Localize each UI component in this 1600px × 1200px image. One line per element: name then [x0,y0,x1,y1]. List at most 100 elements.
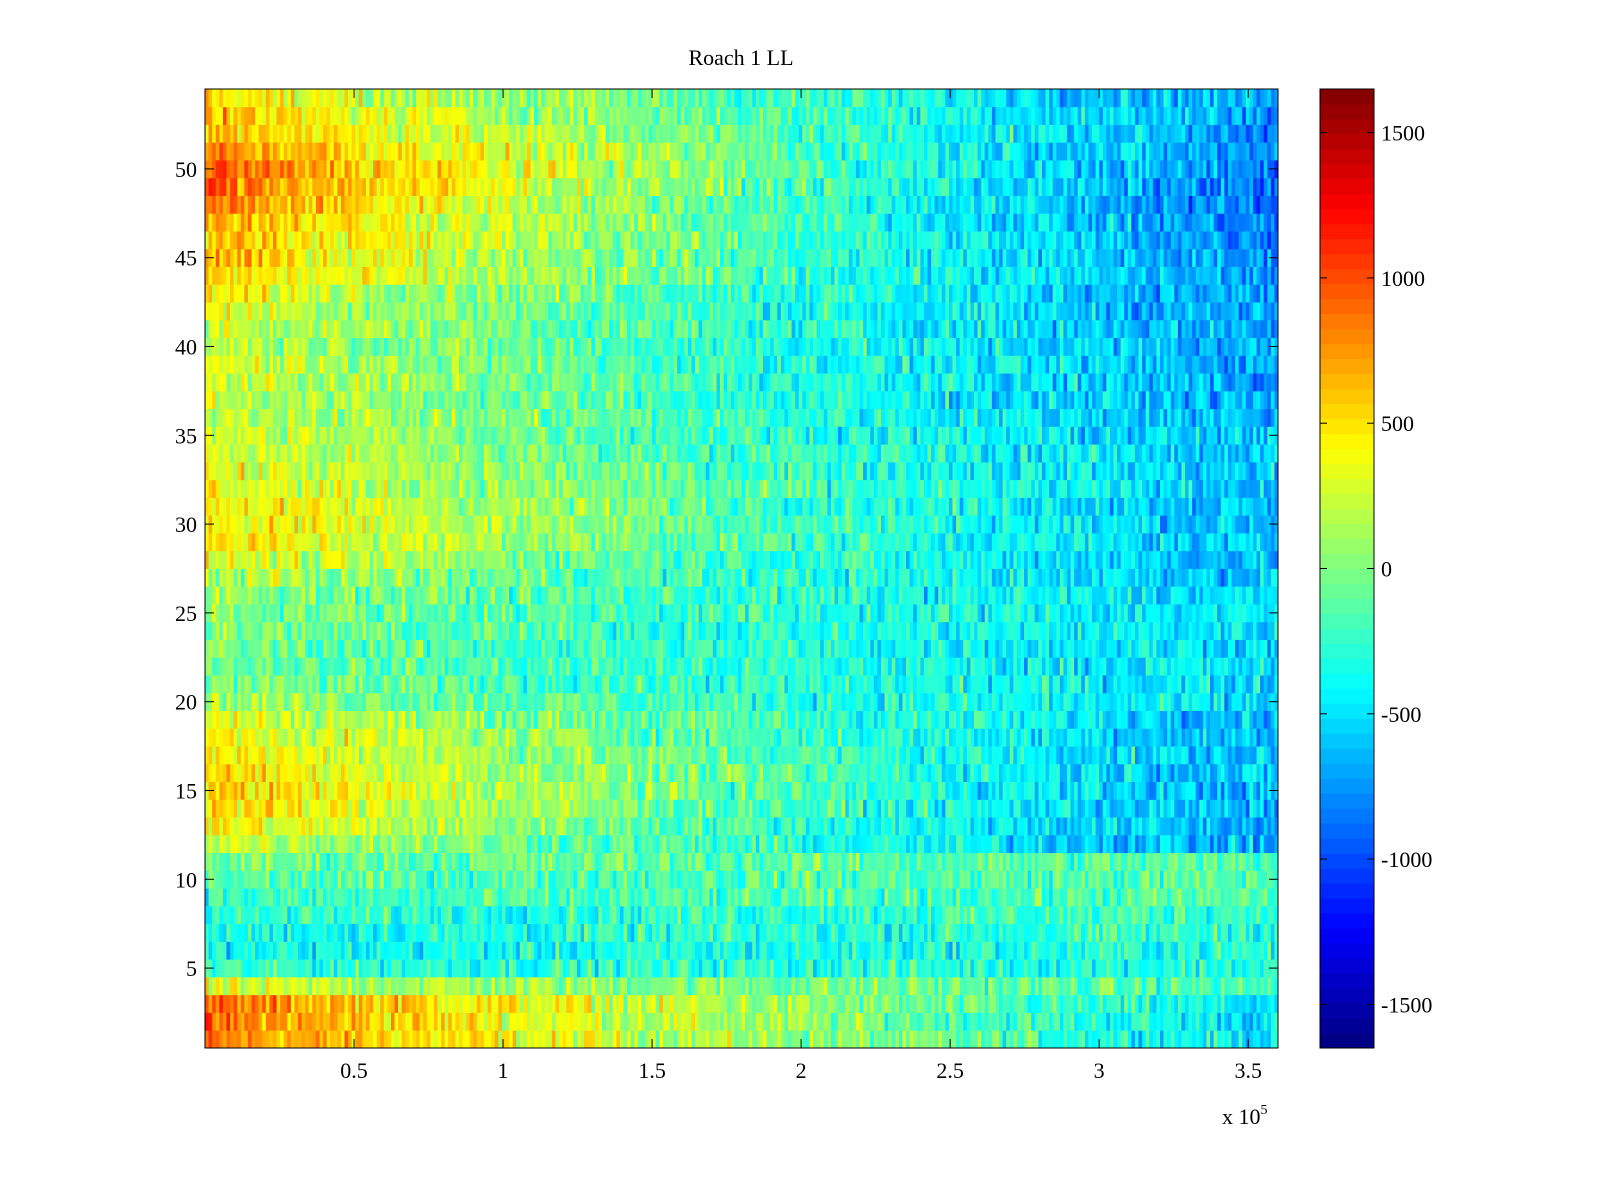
heatmap-cell [444,834,449,854]
heatmap-cell [973,959,978,978]
heatmap-cell [788,959,792,978]
heatmap-cell [301,852,306,871]
heatmap-cell [1117,763,1122,783]
heatmap-cell [544,834,549,854]
heatmap-cell [305,781,310,800]
heatmap-cell [205,1012,209,1031]
heatmap-cell [780,852,785,871]
heatmap-cell [458,941,463,960]
heatmap-cell [884,763,889,783]
heatmap-cell [344,870,349,889]
heatmap-cell [991,817,996,836]
heatmap-cell [516,746,521,765]
heatmap-cell [473,994,478,1013]
heatmap-cell [902,781,907,800]
heatmap-cell [473,941,478,960]
heatmap-cell [509,888,513,907]
heatmap-cell [340,1012,345,1031]
heatmap-cell [895,923,900,942]
heatmap-cell [1009,1012,1014,1031]
heatmap-cell [841,888,846,907]
heatmap-cell [1049,888,1054,907]
heatmap-cell [551,905,556,925]
heatmap-cell [923,763,928,783]
heatmap-cell [655,923,660,942]
heatmap-cell [380,905,385,925]
heatmap-cell [1081,1030,1086,1049]
heatmap-cell [938,1030,943,1049]
heatmap-cell [559,799,564,818]
heatmap-cell [1038,799,1043,818]
heatmap-cell [834,852,839,871]
heatmap-cell [412,781,417,800]
heatmap-cell [1210,1030,1215,1049]
heatmap-cell [669,870,674,889]
heatmap-cell [344,799,349,818]
heatmap-cell [1106,799,1111,818]
heatmap-cell [376,817,381,836]
heatmap-cell [866,994,871,1013]
heatmap-cell [559,905,564,925]
heatmap-cell [652,888,657,907]
heatmap-cell [1045,834,1050,854]
heatmap-cell [1063,834,1068,854]
heatmap-cell [877,941,882,960]
heatmap-cell [609,870,614,889]
heatmap-cell [362,1030,367,1049]
heatmap-cell [376,1012,381,1031]
heatmap-cell [1170,817,1175,836]
heatmap-cell [805,852,810,871]
heatmap-cell [973,888,978,907]
heatmap-cell [1074,763,1079,783]
heatmap-cell [244,799,249,818]
heatmap-cell [505,1030,510,1049]
heatmap-cell [455,941,460,960]
heatmap-cell [1127,817,1132,836]
heatmap-cell [333,817,338,836]
heatmap-cell [1167,941,1172,960]
heatmap-cell [788,976,792,996]
heatmap-cell [1092,852,1096,871]
heatmap-cell [272,763,277,783]
heatmap-cell [913,834,918,854]
heatmap-cell [1120,941,1125,960]
heatmap-cell [1070,959,1075,978]
heatmap-cell [902,905,907,925]
heatmap-cell [330,763,335,783]
heatmap-cell [230,799,235,818]
heatmap-cell [673,781,678,800]
heatmap-cell [1066,817,1071,836]
heatmap-cell [290,959,295,978]
heatmap-cell [383,817,388,836]
heatmap-cell [641,834,646,854]
heatmap-cell [1156,994,1161,1013]
heatmap-cell [265,905,270,925]
heatmap-cell [616,870,621,889]
heatmap-cell [544,976,549,996]
heatmap-cell [1084,994,1089,1013]
heatmap-cell [340,941,345,960]
heatmap-cell [677,1012,682,1031]
heatmap-cell [934,817,939,836]
heatmap-cell [923,1030,928,1049]
heatmap-cell [426,1030,431,1049]
heatmap-cell [823,870,828,889]
heatmap-cell [226,1030,231,1049]
heatmap-cell [855,746,860,765]
heatmap-cell [1210,994,1215,1013]
heatmap-cell [741,959,746,978]
heatmap-cell [716,888,721,907]
heatmap-cell [788,870,792,889]
heatmap-cell [226,781,231,800]
heatmap-cell [487,905,492,925]
heatmap-cell [365,1030,370,1049]
heatmap-cell [1131,763,1136,783]
heatmap-cell [326,763,331,783]
heatmap-cell [1252,905,1257,925]
heatmap-cell [798,994,803,1013]
heatmap-cell [666,799,671,818]
heatmap-cell [1195,905,1200,925]
heatmap-cell [566,905,571,925]
heatmap-cell [795,976,800,996]
heatmap-cell [1224,1030,1229,1049]
